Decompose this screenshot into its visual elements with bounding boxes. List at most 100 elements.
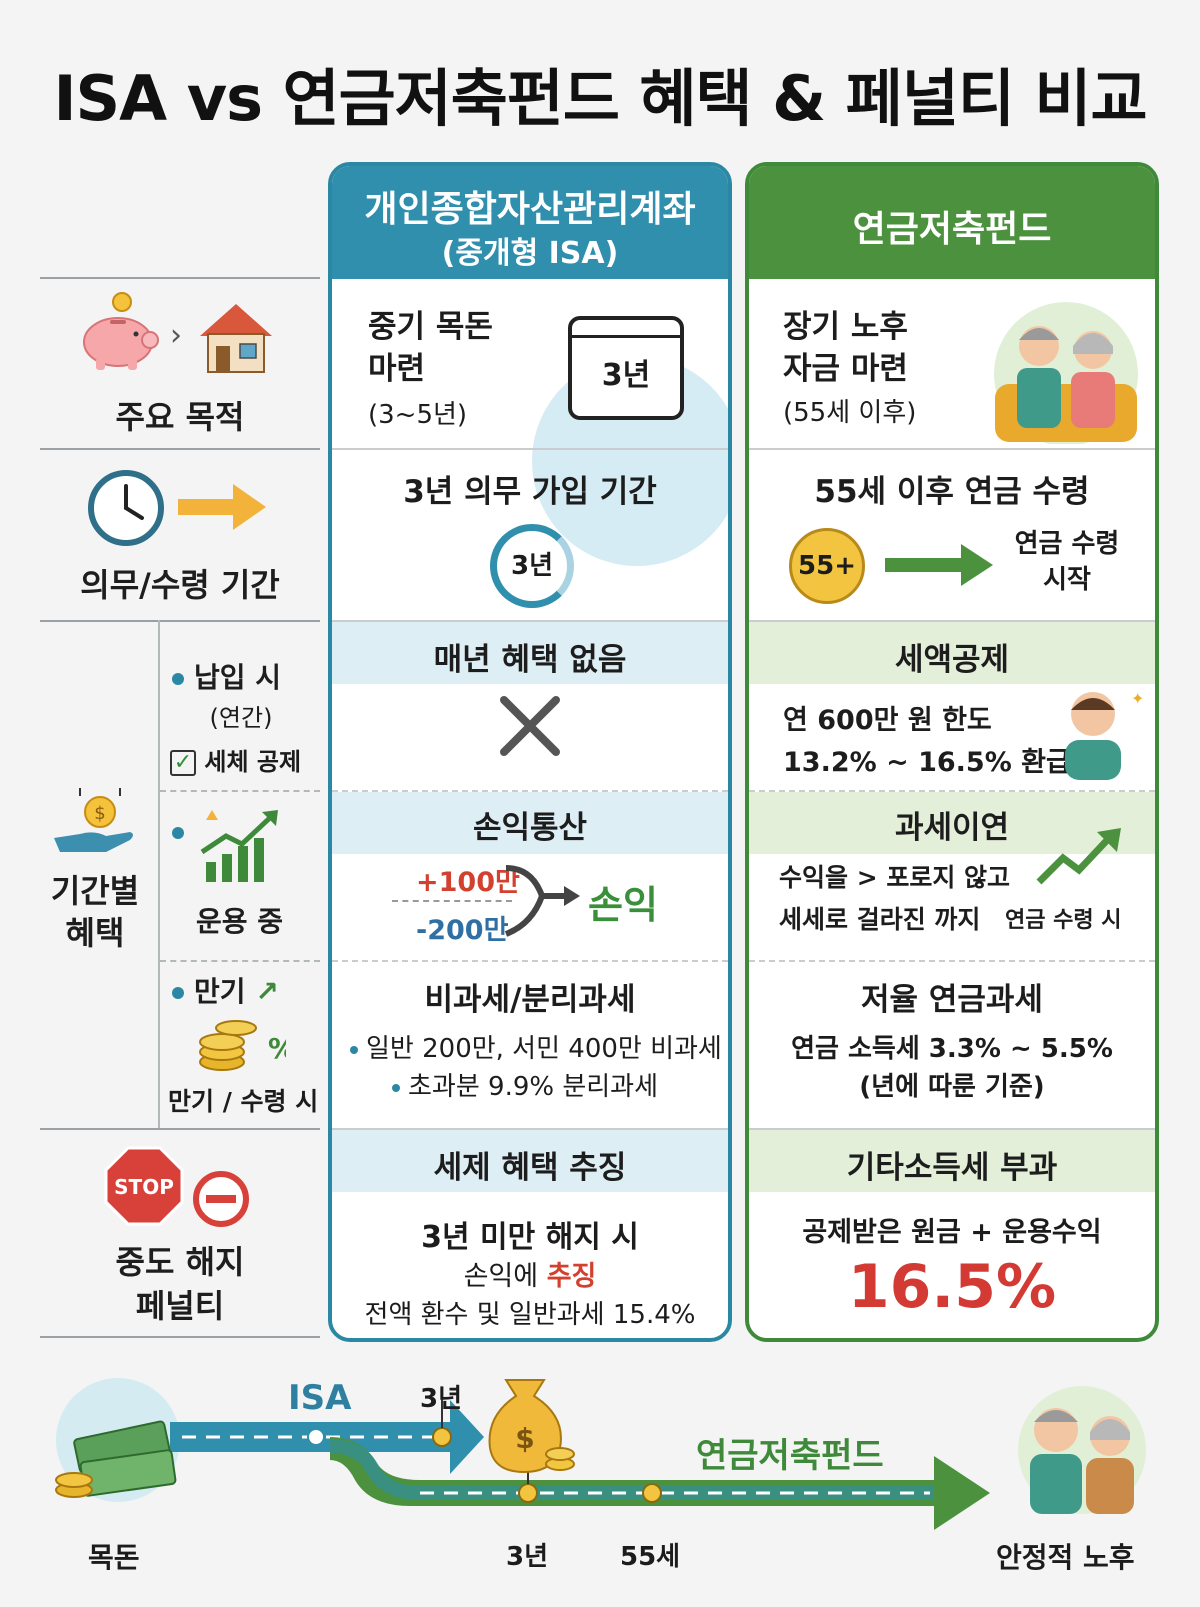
sublabel-pay-sub: (연간) [209,704,273,732]
arrow-right-icon [178,484,266,530]
cash-stack-icon [55,1420,177,1498]
coin-hand-icon: $ [54,788,133,852]
stop-sign-icon: STOP [104,1146,184,1226]
pension-pay-line1: 연 600만 원 한도 [783,705,992,736]
pension-maturity-heading: 저율 연금과세 [861,982,1043,1018]
isa-penalty-band [332,1130,728,1192]
isa-purpose-text: 중기 목돈 마련 [368,309,493,387]
row-divider [40,277,320,279]
pension-column-header: 연금저축펀드 [749,166,1155,279]
svg-text:$: $ [94,803,105,824]
pension-purpose-period: (55세 이후) [783,398,917,428]
isa-column-header: 개인종합자산관리계좌 (중개형 ISA) [332,166,728,279]
row-divider [40,620,320,622]
isa-penalty-line3: 전액 환수 및 일반과세 15.4% [364,1300,696,1330]
pension-column: 연금저축펀드 장기 노후 자금 마련 (55세 이후) 55세 이후 연금 수령… [745,162,1159,1342]
row-label-penalty: 중도 해지 페널티 [115,1243,245,1325]
sublabel-operate-bullet [172,822,194,841]
roadmap-isa-year: 3년 [420,1384,463,1414]
calendar-icon: 3년 [568,316,684,420]
pension-penalty-heading: 기타소득세 부과 [846,1150,1058,1186]
roadmap-pension-label: 연금저축펀드 [696,1436,884,1476]
pension-penalty-rate: 16.5% [847,1252,1057,1322]
isa-column-title: 개인종합자산관리계좌 [364,189,696,230]
piggy-bank-icon [83,292,159,370]
clock-icon [88,470,164,546]
pension-operate-line1: 수익을 > 포로지 않고 [779,863,1011,892]
row-divider [40,1128,320,1130]
svg-text:$: $ [515,1422,534,1455]
sublabel-maturity: 만기 ↗ [172,970,279,1010]
pension-operate-line2: 세세로 걸라진 까지 [779,905,981,934]
isa-operate-minus: -200만 [416,915,509,946]
row-subdivider [160,960,320,962]
pension-period-heading: 55세 이후 연금 수령 [814,474,1090,510]
row-label-benefits: 기간별 혜택 [50,872,140,952]
pension-penalty-line1: 공제받은 원금 + 운용수익 [802,1217,1102,1248]
svg-text:STOP: STOP [114,1175,174,1199]
elderly-couple-icon [1030,1408,1134,1514]
row-divider [40,1336,320,1338]
elderly-couple-icon [994,302,1138,444]
roadmap-isa-label: ISA [288,1378,352,1418]
row-label-period: 의무/수령 기간 [80,566,280,604]
row-subdivider-vertical [158,620,160,1128]
trend-up-icon [1036,828,1121,885]
pension-operate-heading: 과세이연 [894,810,1010,846]
chevron-right-icon: › [170,318,182,353]
pension-pay-line2: 13.2% ~ 16.5% 환급 [783,747,1071,778]
isa-period-badge: 3년 [490,524,574,608]
isa-operate-heading: 손익통산 [472,810,588,846]
isa-pay-heading: 매년 혜택 없음 [433,642,627,678]
checkbox-icon: ✓ [170,750,196,776]
calendar-badge: 3년 [601,358,651,393]
no-entry-icon [193,1171,249,1227]
sublabel-pay: 납입 시 [172,656,281,696]
arrow-up-icon: ↗ [245,975,279,1008]
pension-maturity-line2: (년에 따룬 기준) [859,1072,1045,1102]
pension-pay-band [749,622,1155,684]
isa-maturity-heading: 비과세/분리과세 [424,982,636,1018]
isa-column-subtitle: (중개형 ISA) [441,236,619,271]
row-subdivider [160,790,320,792]
row-divider [40,448,320,450]
pension-operate-line3: 연금 수령 시 [1005,908,1122,933]
isa-penalty-line2: 손익에 추징 [463,1261,597,1292]
svg-text:%: % [268,1032,286,1065]
isa-period-heading: 3년 의무 가입 기간 [403,474,657,510]
house-icon [200,304,272,373]
sublabel-operate: 운용 중 [196,905,284,938]
isa-penalty-heading: 세제 혜택 추징 [433,1150,627,1186]
isa-penalty-line1: 3년 미만 해지 시 [421,1220,639,1255]
pension-pay-heading: 세액공제 [894,642,1010,678]
x-icon [500,696,560,756]
merge-arrow-icon [504,865,580,937]
page-title: ISA vs 연금저축펀드 혜택 & 페널티 비교 [53,62,1147,135]
roadmap-mark-55: 55세 [620,1542,681,1572]
sublabel-pay-check: ✓ 세체 공제 [170,742,301,777]
isa-pay-band [332,622,728,684]
roadmap-mark-3y: 3년 [506,1542,549,1572]
pension-maturity-line1: 연금 소득세 3.3% ~ 5.5% [791,1034,1113,1064]
isa-maturity-bullet-1: 일반 200만, 서민 400만 비과세 [350,1028,722,1065]
pension-column-title: 연금저축펀드 [852,209,1052,250]
roadmap-start-label: 목돈 [88,1541,140,1574]
roadmap-graphic: $ [55,1378,1146,1530]
pension-purpose-text: 장기 노후 자금 마련 [783,309,908,387]
roadmap-end-label: 안정적 노후 [996,1541,1135,1574]
pension-operate-band [749,792,1155,854]
money-bag-icon: $ [488,1379,575,1474]
happy-person-icon: ✦ [1065,689,1144,780]
svg-text:✦: ✦ [1131,689,1144,708]
isa-column: 개인종합자산관리계좌 (중개형 ISA) 중기 목돈 마련 (3~5년) 3년 … [328,162,732,1342]
pension-penalty-band [749,1130,1155,1192]
pension-period-arrow-text: 연금 수령 시작 [1014,529,1120,595]
growth-chart-icon [200,810,278,882]
isa-purpose-period: (3~5년) [368,400,468,430]
pension-period-badge: 55+ [789,528,865,604]
isa-operate-band [332,792,728,854]
isa-maturity-bullet-2: 초과분 9.9% 분리과세 [392,1066,658,1103]
isa-operate-result: 손익 [588,883,658,927]
green-arrow-icon [885,544,993,586]
isa-operate-plus: +100만 [416,867,520,898]
